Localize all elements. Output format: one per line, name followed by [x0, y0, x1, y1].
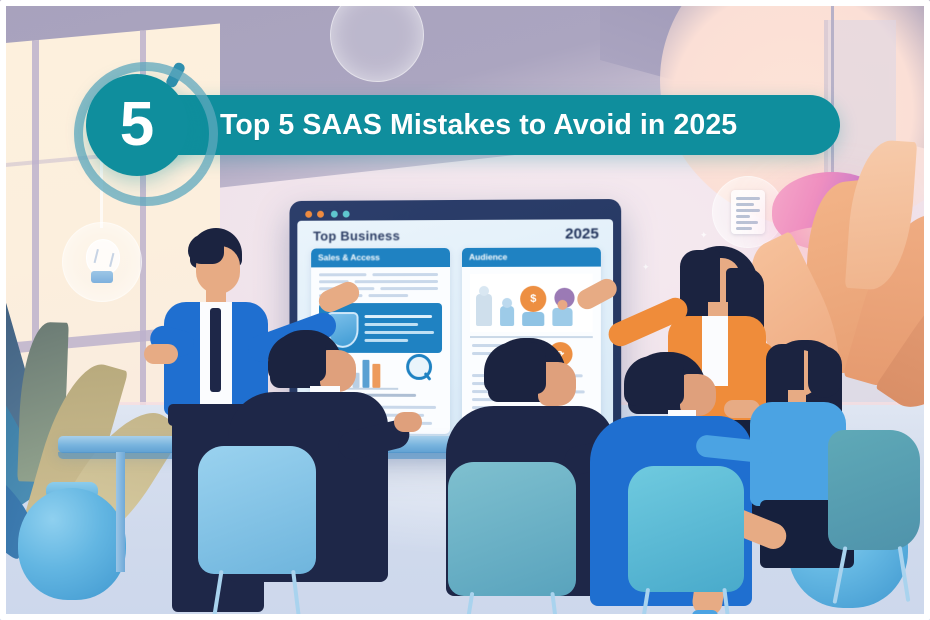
badge-number: 5	[119, 90, 155, 159]
screen-heading: Top Business	[313, 228, 401, 244]
sparkle: ✦	[700, 230, 708, 240]
user-icon-4	[552, 299, 573, 327]
window-dot-1	[305, 210, 313, 218]
window-dot-2	[317, 210, 324, 218]
left-panel-header: Sales & Access	[318, 252, 380, 263]
globe-icon	[330, 0, 424, 82]
dollar-coin-icon: $	[520, 285, 547, 312]
user-icon-3	[522, 311, 545, 327]
title-banner: Top 5 SAAS Mistakes to Avoid in 2025	[140, 95, 840, 155]
user-icon-1	[476, 285, 493, 327]
vase-left	[18, 488, 126, 600]
window-dot-4	[342, 210, 350, 218]
right-panel-header: Audience	[468, 251, 508, 262]
user-icon-2	[500, 297, 515, 327]
screen-year: 2025	[565, 225, 599, 243]
number-badge: 5	[86, 74, 188, 176]
window-dot-3	[330, 210, 338, 218]
lightbulb-icon	[62, 222, 142, 302]
table-leg	[116, 452, 125, 572]
banner-title-text: Top 5 SAAS Mistakes to Avoid in 2025	[220, 108, 738, 141]
magnifier-icon-blue	[406, 353, 433, 381]
badge-ring	[74, 62, 218, 206]
sparkle: ✦	[642, 262, 650, 272]
pendant-lamp-cord	[831, 0, 834, 176]
